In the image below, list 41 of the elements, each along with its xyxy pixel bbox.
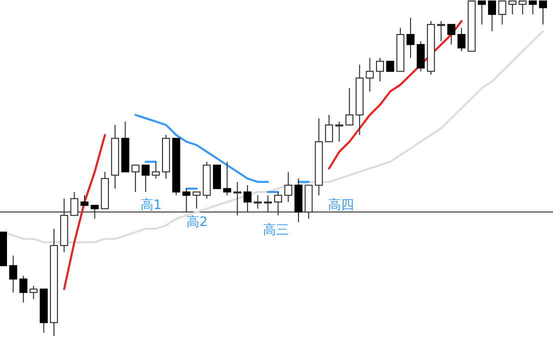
annotation: 高三 (263, 222, 289, 238)
candlestick (386, 60, 394, 72)
candlestick (335, 121, 344, 142)
candlestick (416, 40, 425, 72)
candlestick (254, 194, 262, 210)
candlestick (9, 255, 18, 293)
candlestick (90, 204, 99, 220)
candlestick (244, 184, 252, 213)
candlestick (508, 0, 516, 15)
candlestick (284, 171, 292, 202)
candlestick (488, 0, 496, 32)
annotation: 高1 (140, 197, 162, 213)
candlestick (80, 194, 89, 206)
candlestick (478, 0, 486, 25)
candlestick (406, 17, 415, 58)
candlestick (437, 20, 446, 42)
annotation: 高2 (186, 214, 208, 230)
candlestick (376, 57, 384, 82)
candlestick (325, 114, 334, 142)
candlestick (345, 88, 354, 126)
candlestick (518, 0, 527, 15)
candlestick (366, 57, 374, 92)
candlestick (131, 164, 140, 192)
candlestick (223, 161, 232, 196)
candlestick (19, 275, 28, 303)
candlestick (182, 188, 190, 213)
candlestick (264, 194, 272, 213)
candlestick (212, 164, 221, 190)
candlestick (30, 285, 38, 300)
candlestick (498, 0, 506, 25)
candlestick (274, 191, 282, 216)
candlestick (447, 24, 456, 46)
candlestick (192, 191, 201, 210)
candlestick (528, 0, 537, 15)
candlestick (233, 181, 242, 216)
annotation: 高四 (328, 197, 354, 213)
candlestick (539, 0, 547, 25)
candlestick (142, 164, 150, 192)
candlestick (457, 27, 466, 52)
candlestick (70, 191, 78, 216)
candlestick (152, 161, 160, 180)
